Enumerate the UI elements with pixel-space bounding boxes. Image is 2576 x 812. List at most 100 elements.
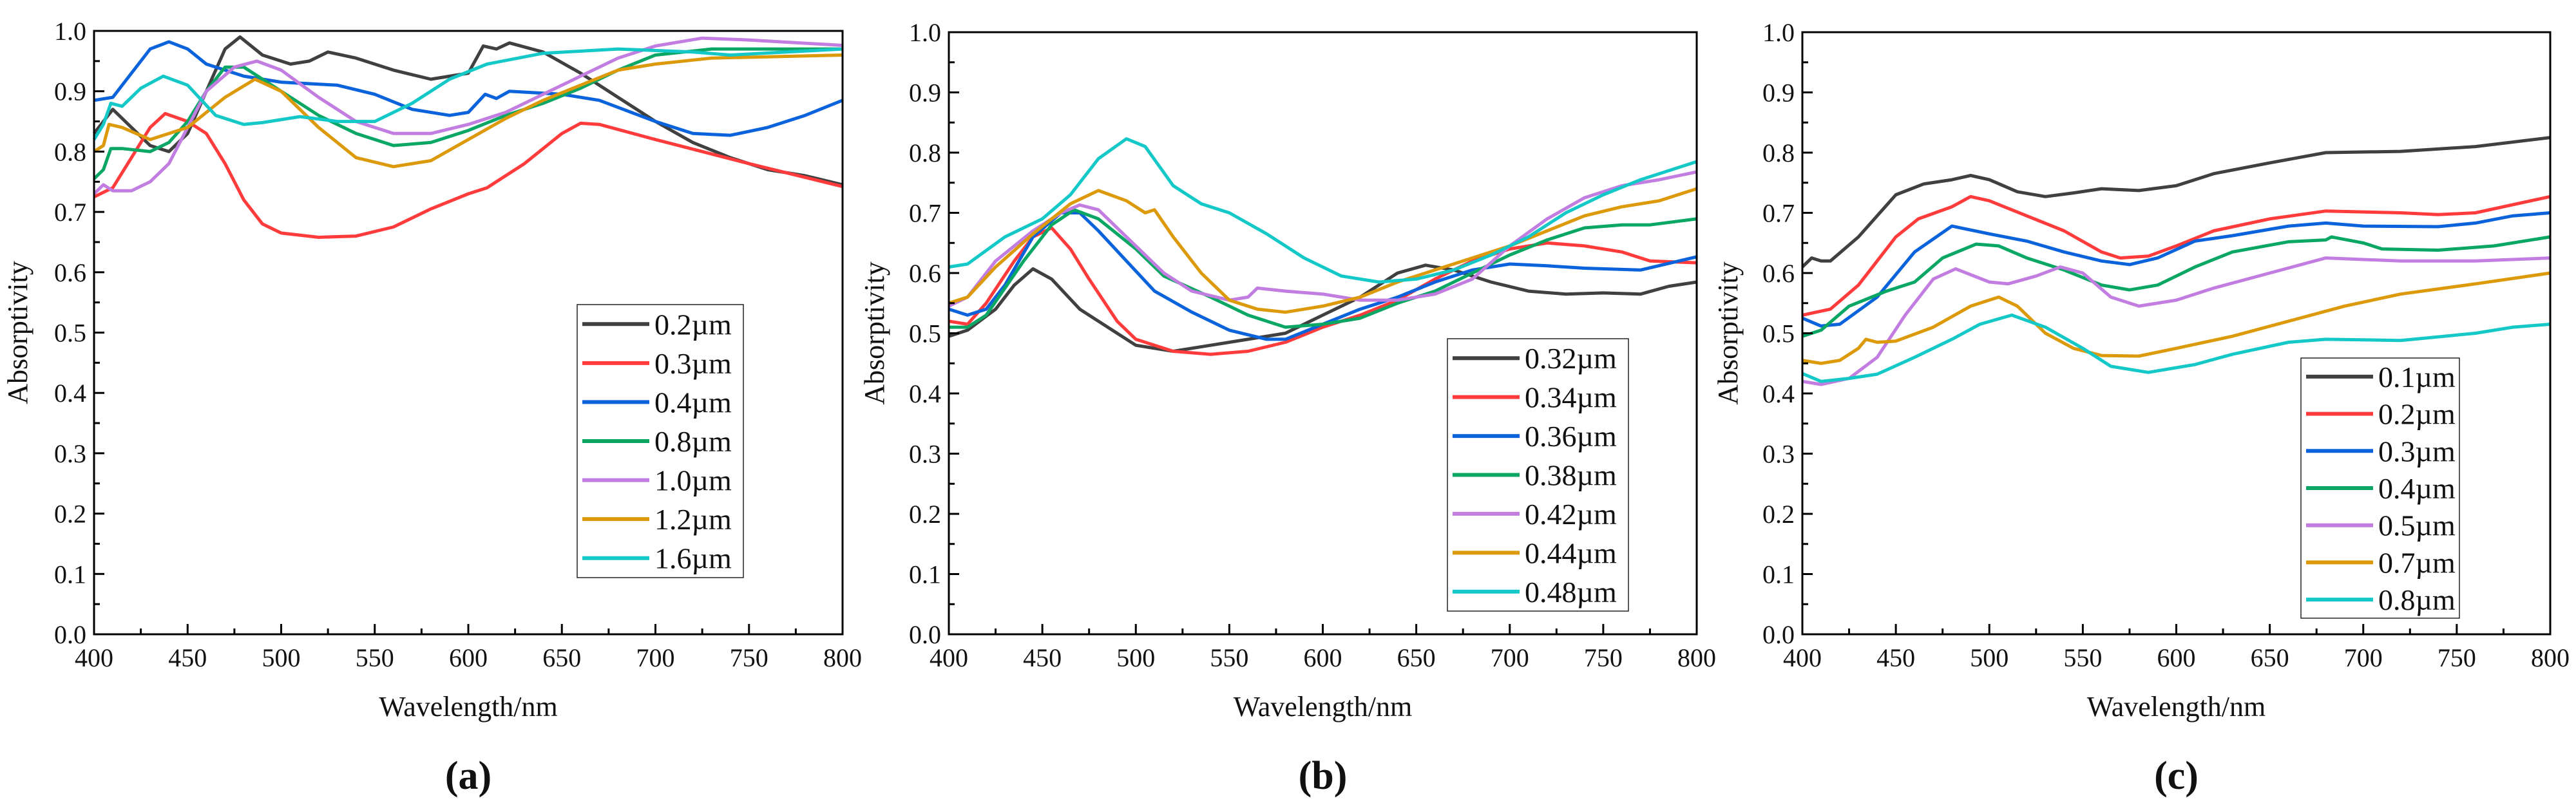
legend-label: 0.34µm <box>1525 381 1617 414</box>
series-line-0.3µm <box>93 111 843 239</box>
y-tick-label: 0.7 <box>1762 199 1795 228</box>
y-tick-label: 0.9 <box>1762 79 1795 108</box>
y-tick-label: 0.9 <box>54 77 86 106</box>
x-tick-label: 600 <box>2157 643 2196 672</box>
y-tick-label: 0.4 <box>1762 379 1795 408</box>
y-tick-label: 0.6 <box>1762 259 1795 288</box>
x-tick-label: 500 <box>262 643 301 672</box>
series-line-0.44µm <box>948 187 1697 314</box>
x-tick-label: 600 <box>449 643 488 672</box>
series-line-0.38µm <box>949 208 1697 329</box>
y-tick-label: 0.0 <box>909 620 941 649</box>
legend-box <box>2300 357 2460 619</box>
y-tick-label: 0.7 <box>54 198 86 227</box>
y-axis-title: Absorptivity <box>1712 261 1744 404</box>
x-tick-label: 800 <box>1677 643 1716 672</box>
x-tick-label: 650 <box>2251 643 2289 672</box>
legend: 0.1µm 0.2µm 0.3µm 0.4µm 0.5µm 0.7µm 0.8µm <box>2300 357 2460 619</box>
y-tick-label: 0.6 <box>909 259 941 288</box>
series-line-0.4µm <box>93 40 843 137</box>
x-tick-label: 600 <box>1304 643 1342 672</box>
x-tick-label: 800 <box>2531 643 2570 672</box>
x-tick-label: 700 <box>2344 643 2383 672</box>
series-line-0.48µm <box>948 137 1697 284</box>
panel-label: (a) <box>445 754 491 798</box>
y-tick-label: 0.5 <box>909 319 941 348</box>
x-tick-label: 650 <box>542 643 581 672</box>
x-tick-label: 700 <box>636 643 675 672</box>
series-line-0.3µm <box>1802 211 2551 328</box>
x-tick-label: 750 <box>730 643 768 672</box>
legend-label: 0.42µm <box>1525 498 1617 531</box>
legend-label: 0.8µm <box>654 425 732 458</box>
y-tick-label: 1.0 <box>1762 18 1795 47</box>
panel-label: (c) <box>2154 754 2199 798</box>
y-tick-label: 0.0 <box>1762 620 1795 649</box>
x-tick-label: 550 <box>1210 643 1248 672</box>
y-tick-label: 1.0 <box>54 17 86 46</box>
y-tick-label: 0.7 <box>909 199 941 228</box>
x-tick-label: 750 <box>1584 643 1623 672</box>
panel-c: 400 450 500 550 600 650 700 750 800 0.0 0.1 0.2 0.3 0… <box>1712 18 2570 798</box>
series-line-0.1µm <box>1801 136 2551 269</box>
legend-label: 0.48µm <box>1525 576 1617 609</box>
series-line-0.36µm <box>948 211 1697 341</box>
series-group <box>948 137 1697 356</box>
legend-label: 0.5µm <box>2378 509 2456 542</box>
y-tick-label: 0.2 <box>909 500 941 529</box>
x-tick-label: 400 <box>1783 643 1822 672</box>
x-tick-label: 400 <box>75 643 113 672</box>
legend-label: 0.2µm <box>2378 398 2456 431</box>
y-tick-label: 0.5 <box>1762 319 1795 348</box>
panel-label: (b) <box>1299 754 1348 798</box>
series-group <box>1801 136 2551 386</box>
y-tick-label: 0.1 <box>54 560 86 589</box>
x-tick-label: 500 <box>1116 643 1155 672</box>
y-tick-label: 0.3 <box>909 440 941 469</box>
x-axis-title: Wavelength/nm <box>379 691 558 722</box>
legend-label: 0.8µm <box>2378 583 2456 616</box>
legend-label: 0.38µm <box>1525 459 1617 492</box>
series-group <box>92 35 843 239</box>
y-tick-label: 0.3 <box>54 439 86 468</box>
x-tick-label: 700 <box>1491 643 1529 672</box>
y-tick-label: 0.3 <box>1762 440 1795 469</box>
x-tick-label: 400 <box>930 643 968 672</box>
y-tick-label: 0.1 <box>909 560 941 589</box>
series-line-0.2µm <box>1802 194 2551 317</box>
y-tick-label: 0.4 <box>54 379 86 408</box>
y-axis-title: Absorptivity <box>2 261 33 404</box>
y-tick-label: 0.9 <box>909 79 941 108</box>
y-tick-label: 0.2 <box>1762 500 1795 529</box>
y-tick-label: 0.5 <box>54 319 86 348</box>
legend-label: 1.2µm <box>654 503 732 536</box>
y-tick-label: 0.8 <box>54 137 86 166</box>
x-tick-label: 450 <box>168 643 207 672</box>
y-tick-label: 1.0 <box>909 18 941 47</box>
y-tick-label: 0.8 <box>909 138 941 167</box>
legend: 0.32µm 0.34µm 0.36µm 0.38µm 0.42µm 0.44µm 0.48… <box>1447 338 1629 612</box>
y-tick-label: 0.6 <box>54 258 86 287</box>
x-tick-label: 550 <box>2063 643 2102 672</box>
x-tick-label: 450 <box>1876 643 1915 672</box>
y-axis-title: Absorptivity <box>859 261 890 404</box>
y-tick-label: 0.8 <box>1762 138 1795 167</box>
legend-label: 0.4µm <box>2378 472 2456 505</box>
x-tick-label: 750 <box>2438 643 2476 672</box>
panel-b: 400 450 500 550 600 650 700 750 800 0.0 0.1 0.2 0.3 0… <box>859 18 1716 798</box>
series-line-1.6µm <box>92 47 843 141</box>
y-tick-label: 0.0 <box>54 620 86 649</box>
legend-label: 1.0µm <box>654 464 732 497</box>
y-tick-label: 0.2 <box>54 500 86 529</box>
series-line-0.7µm <box>1802 271 2551 365</box>
legend-label: 0.3µm <box>654 347 732 380</box>
legend-label: 0.36µm <box>1525 420 1617 453</box>
panel-a: 400 450 500 550 600 650 700 750 800 0.0 0.1 0.2 0.3 0… <box>2 17 862 798</box>
legend-label: 0.4µm <box>654 386 732 419</box>
series-line-0.32µm <box>948 263 1697 353</box>
x-tick-label: 500 <box>1970 643 2008 672</box>
legend-label: 0.7µm <box>2378 546 2456 579</box>
series-line-1.0µm <box>93 36 843 195</box>
series-line-0.8µm <box>1802 313 2551 383</box>
